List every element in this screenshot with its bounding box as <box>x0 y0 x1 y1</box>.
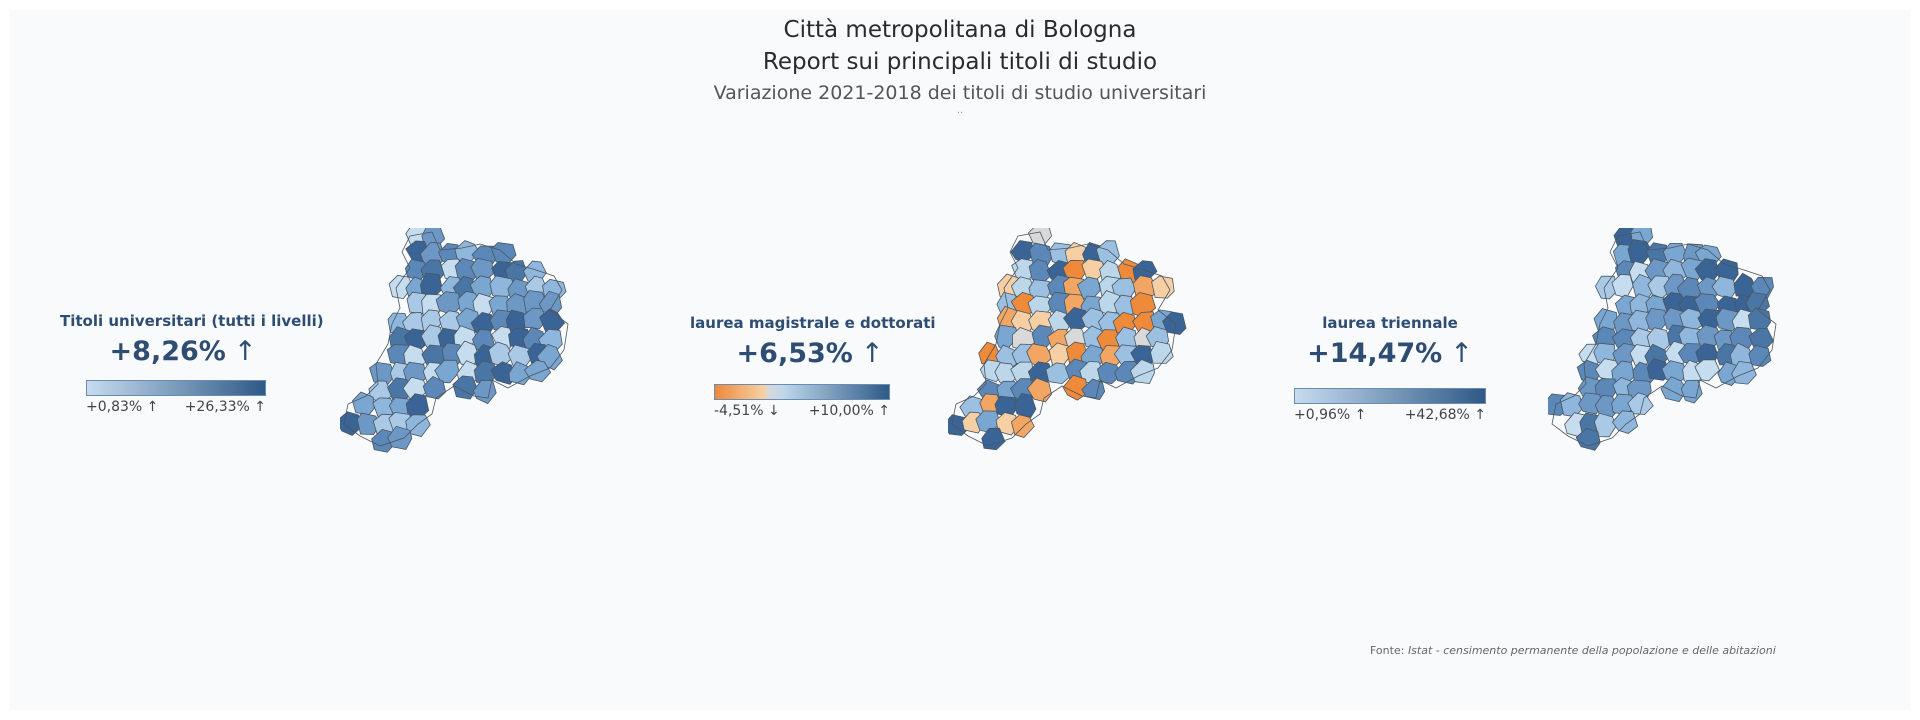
kpi-all-levels: Titoli universitari (tutti i livelli) +8… <box>60 312 324 367</box>
municipality-shape[interactable] <box>1748 344 1772 367</box>
kpi-bachelor: laurea triennale +14,47% ↑ <box>1280 314 1500 369</box>
municipality-shape[interactable] <box>1162 311 1187 335</box>
legend-gradient <box>714 384 890 400</box>
municipality-shape[interactable] <box>472 379 497 405</box>
arrow-up-icon: ↑ <box>860 338 884 369</box>
municipality-shape[interactable] <box>1627 392 1654 415</box>
kpi-label: Titoli universitari (tutti i livelli) <box>60 312 324 330</box>
municipality-shape[interactable] <box>1129 359 1156 385</box>
legend-min-label: +0,96% ↑ <box>1294 407 1367 423</box>
legend-bachelor[interactable]: +0,96% ↑ +42,68% ↑ <box>1294 388 1486 423</box>
choropleth-map-bachelor[interactable] <box>1548 228 1788 464</box>
kpi-value: +6,53% ↑ <box>736 338 884 369</box>
kpi-master-doctorate: laurea magistrale e dottorati +6,53% ↑ <box>690 314 936 369</box>
choropleth-map-all-levels[interactable] <box>340 228 580 464</box>
municipality-shape[interactable] <box>1611 410 1639 434</box>
municipality-shape[interactable] <box>1575 427 1601 451</box>
province-outline <box>343 231 569 447</box>
legend-gradient <box>1294 388 1486 404</box>
kpi-value: +14,47% ↑ <box>1307 338 1473 369</box>
arrow-up-icon: ↑ <box>233 336 257 367</box>
province-outline <box>1551 231 1777 447</box>
municipality-shape[interactable] <box>1593 412 1617 438</box>
municipality-shape[interactable] <box>523 359 552 383</box>
municipality-shape[interactable] <box>1010 414 1035 438</box>
kpi-label: laurea magistrale e dottorati <box>690 314 936 332</box>
municipality-shape[interactable] <box>388 274 413 300</box>
municipality-shape[interactable] <box>369 361 396 385</box>
municipality-shape[interactable] <box>1097 361 1122 385</box>
report-header: Città metropolitana di Bologna Report su… <box>0 14 1920 116</box>
municipality-shape[interactable] <box>1150 340 1174 364</box>
municipality-shape[interactable] <box>1646 358 1670 381</box>
municipality-shape[interactable] <box>523 307 548 330</box>
municipality-shape[interactable] <box>1062 374 1089 401</box>
municipality-shape[interactable] <box>1151 275 1175 299</box>
municipality-shape[interactable] <box>1731 360 1757 385</box>
municipality-shape[interactable] <box>1694 359 1720 382</box>
legend-max-label: +26,33% ↑ <box>184 399 266 415</box>
more-dots: .. <box>956 105 964 116</box>
municipality-shape[interactable] <box>995 412 1018 436</box>
source-text: Istat - censimento permanente della popo… <box>1407 644 1776 657</box>
municipality-shape[interactable] <box>441 342 464 365</box>
municipality-shape[interactable] <box>356 412 380 436</box>
kpi-value: +8,26% ↑ <box>109 336 257 367</box>
municipality-shape[interactable] <box>387 425 413 450</box>
legend-all-levels[interactable]: +0,83% ↑ +26,33% ↑ <box>86 380 266 415</box>
source-prefix: Fonte: <box>1370 644 1405 657</box>
legend-max-label: +42,68% ↑ <box>1404 407 1486 423</box>
source-note: Fonte: Istat - censimento permanente del… <box>1370 644 1776 657</box>
municipality-shape[interactable] <box>405 414 431 437</box>
legend-min-label: -4,51% ↓ <box>714 403 780 419</box>
municipality-shape[interactable] <box>422 376 447 400</box>
choropleth-map-master-doctorate[interactable] <box>948 228 1188 464</box>
municipality-shape[interactable] <box>1045 362 1071 385</box>
kpi-label: laurea triennale <box>1322 314 1458 332</box>
subtitle: Variazione 2021-2018 dei titoli di studi… <box>713 82 1207 104</box>
legend-max-label: +10,00% ↑ <box>808 403 890 419</box>
arrow-up-icon: ↑ <box>1450 338 1473 369</box>
title-line-2: Report sui principali titoli di studio <box>762 49 1158 75</box>
legend-min-label: +0,83% ↑ <box>86 399 159 415</box>
municipality-shape[interactable] <box>434 359 460 384</box>
legend-gradient <box>86 380 266 396</box>
legend-master-doctorate[interactable]: -4,51% ↓ +10,00% ↑ <box>714 384 890 419</box>
municipality-shape[interactable] <box>1611 273 1634 299</box>
municipality-shape[interactable] <box>1026 377 1052 403</box>
municipality-shape[interactable] <box>1680 379 1703 404</box>
province-outline <box>951 231 1177 447</box>
title-line-1: Città metropolitana di Bologna <box>783 17 1137 43</box>
municipality-shape[interactable] <box>1013 392 1037 418</box>
municipality-shape[interactable] <box>452 375 478 400</box>
municipality-shape[interactable] <box>981 427 1006 451</box>
